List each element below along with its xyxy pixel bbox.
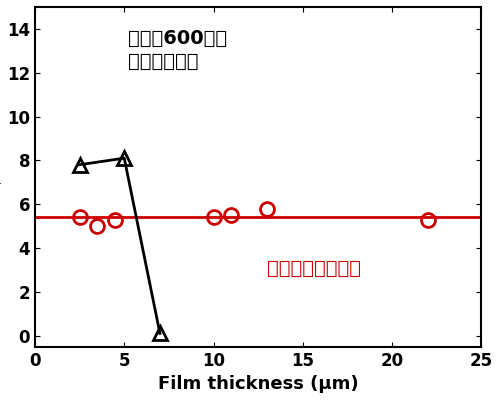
Text: 圧電定数，$e_{31,f}$  （C/m²）: 圧電定数，$e_{31,f}$ （C/m²） [0,108,4,246]
Text: 作製したままの膜: 作製したままの膜 [267,259,361,278]
X-axis label: Film thickness (μm): Film thickness (μm) [158,375,358,393]
Text: 製膜後600度で
熱処理した膜: 製膜後600度で 熱処理した膜 [128,29,227,71]
